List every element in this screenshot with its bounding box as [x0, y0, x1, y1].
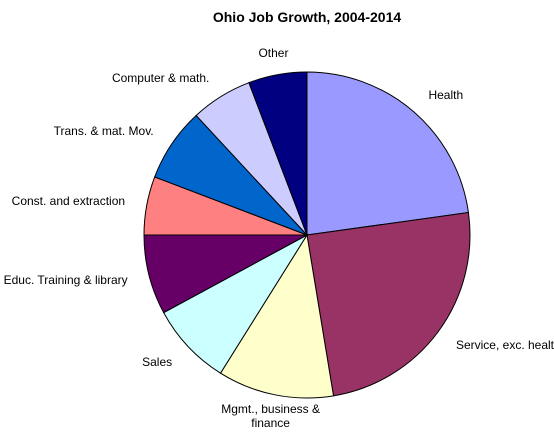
slice-label: Computer & math. — [111, 70, 210, 85]
pie-slice — [248, 71, 308, 236]
slice-label: Other — [258, 46, 289, 61]
slice-label: Educ. Training & library — [3, 273, 128, 288]
chart-title: Ohio Job Growth, 2004-2014 — [213, 9, 401, 25]
slice-label: Service, exc. health — [455, 337, 554, 352]
slice-label: Mgmt., business & finance — [221, 402, 320, 431]
slice-label: Health — [428, 88, 464, 103]
pie-slice — [306, 211, 471, 397]
slice-label: Sales — [142, 354, 173, 369]
slice-label: Const. and extraction — [11, 194, 126, 209]
slice-label: Trans. & mat. Mov. — [53, 124, 154, 139]
pie-slice — [306, 71, 470, 236]
pie-slice — [219, 233, 335, 399]
